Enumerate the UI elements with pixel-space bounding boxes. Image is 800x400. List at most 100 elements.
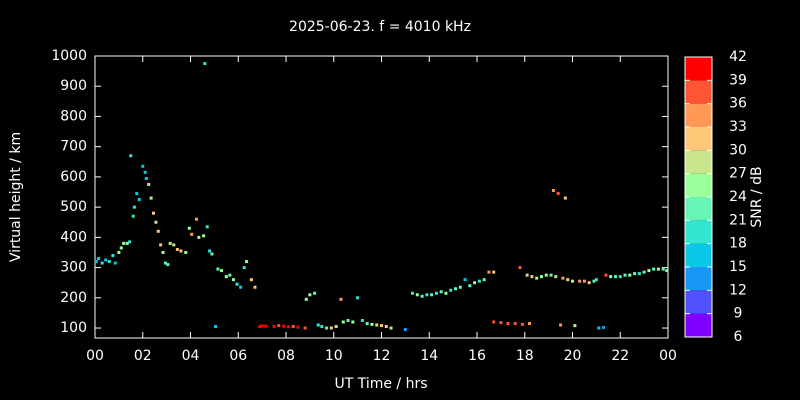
y-tick-label: 1000 xyxy=(51,48,87,64)
point xyxy=(329,326,333,330)
point xyxy=(444,291,448,295)
point xyxy=(253,285,257,289)
point xyxy=(587,281,591,285)
point xyxy=(184,250,188,254)
point xyxy=(628,273,632,277)
point xyxy=(203,62,207,66)
point xyxy=(539,275,543,279)
point xyxy=(122,241,126,245)
point xyxy=(339,297,343,301)
point xyxy=(549,273,553,277)
point xyxy=(375,323,379,327)
point xyxy=(272,325,276,329)
x-axis-label: UT Time / hrs xyxy=(334,376,427,392)
point xyxy=(425,293,429,297)
point xyxy=(304,297,308,301)
point xyxy=(107,260,111,264)
point xyxy=(129,154,133,158)
point xyxy=(618,275,622,279)
point xyxy=(111,253,115,257)
colorbar-segment xyxy=(685,197,712,221)
point xyxy=(384,325,388,329)
colorbar-tick-label: 36 xyxy=(729,96,747,112)
colorbar-segment xyxy=(685,103,712,127)
point xyxy=(411,291,415,295)
point xyxy=(449,288,453,292)
point xyxy=(163,261,167,265)
point xyxy=(202,234,206,238)
point xyxy=(468,284,472,288)
x-tick-label: 14 xyxy=(420,348,438,364)
point xyxy=(530,275,534,279)
point xyxy=(604,273,608,277)
point xyxy=(554,275,558,279)
point xyxy=(573,324,577,328)
point xyxy=(149,196,153,200)
point xyxy=(172,243,176,247)
point xyxy=(113,261,117,265)
point xyxy=(346,318,350,322)
point xyxy=(179,249,183,253)
point xyxy=(131,214,135,218)
point xyxy=(154,220,158,224)
point xyxy=(320,325,324,329)
colorbar-segment xyxy=(685,150,712,174)
colorbar-segment xyxy=(685,127,712,151)
x-tick-label: 04 xyxy=(182,348,200,364)
y-tick-label: 800 xyxy=(60,108,87,124)
colorbar-tick-label: 33 xyxy=(729,119,747,135)
x-tick-label: 16 xyxy=(468,348,486,364)
point xyxy=(125,241,129,245)
x-tick-label: 00 xyxy=(86,348,104,364)
point xyxy=(137,198,141,202)
point xyxy=(559,323,563,327)
point xyxy=(187,226,191,230)
point xyxy=(303,326,307,330)
point xyxy=(602,325,606,329)
point xyxy=(277,324,281,328)
point xyxy=(642,270,646,274)
point xyxy=(208,249,212,253)
point xyxy=(380,324,383,328)
point xyxy=(316,323,320,327)
point xyxy=(156,229,160,233)
point xyxy=(594,278,598,282)
point xyxy=(477,279,481,283)
point xyxy=(325,326,329,330)
point xyxy=(214,325,218,329)
point xyxy=(143,170,147,174)
chart-title: 2025-06-23. f = 4010 kHz xyxy=(289,19,471,35)
point xyxy=(308,293,312,297)
point xyxy=(132,205,136,209)
colorbar-tick-label: 24 xyxy=(729,189,747,205)
point xyxy=(420,294,424,298)
point xyxy=(360,318,364,322)
point xyxy=(175,247,179,251)
x-tick-label: 06 xyxy=(229,348,247,364)
x-tick-label: 00 xyxy=(659,348,677,364)
colorbar-tick-label: 30 xyxy=(729,142,747,158)
point xyxy=(228,273,232,277)
point xyxy=(458,285,462,289)
point xyxy=(351,320,355,324)
colorbar-tick-label: 27 xyxy=(729,166,747,182)
point xyxy=(571,279,574,283)
point xyxy=(258,325,262,329)
y-tick-label: 600 xyxy=(60,169,87,185)
point xyxy=(220,269,224,273)
point xyxy=(260,324,264,328)
point xyxy=(144,176,148,180)
point xyxy=(592,279,596,283)
point xyxy=(520,322,524,326)
point xyxy=(341,320,345,324)
point xyxy=(528,321,532,325)
point xyxy=(356,296,360,300)
point xyxy=(492,270,496,274)
point xyxy=(563,196,567,200)
y-axis-label: Virtual height / km xyxy=(8,132,24,262)
point xyxy=(231,278,235,282)
point xyxy=(389,326,393,330)
